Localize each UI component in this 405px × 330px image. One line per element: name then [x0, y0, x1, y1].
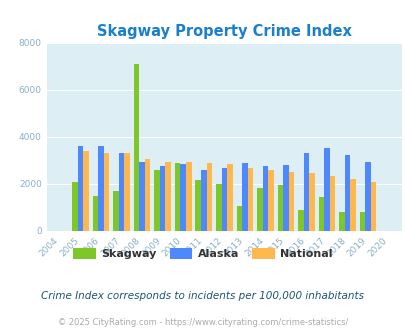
Text: © 2025 CityRating.com - https://www.cityrating.com/crime-statistics/: © 2025 CityRating.com - https://www.city…	[58, 318, 347, 327]
Bar	[318, 197, 324, 231]
Bar	[104, 153, 109, 231]
Bar	[309, 173, 314, 231]
Bar	[185, 162, 191, 231]
Bar	[262, 166, 267, 231]
Bar	[200, 170, 206, 231]
Bar	[180, 164, 185, 231]
Bar	[72, 182, 78, 231]
Bar	[124, 153, 130, 231]
Bar	[119, 153, 124, 231]
Bar	[303, 153, 309, 231]
Bar	[134, 64, 139, 231]
Bar	[195, 181, 200, 231]
Bar	[344, 154, 350, 231]
Bar	[370, 182, 375, 231]
Bar	[297, 210, 303, 231]
Bar	[154, 170, 160, 231]
Bar	[247, 168, 253, 231]
Bar	[226, 164, 232, 231]
Bar	[338, 212, 344, 231]
Bar	[364, 162, 370, 231]
Bar	[83, 151, 89, 231]
Title: Skagway Property Crime Index: Skagway Property Crime Index	[97, 24, 351, 39]
Bar	[165, 162, 171, 231]
Legend: Skagway, Alaska, National: Skagway, Alaska, National	[69, 244, 336, 263]
Bar	[160, 166, 165, 231]
Bar	[113, 191, 119, 231]
Bar	[221, 168, 226, 231]
Bar	[215, 184, 221, 231]
Bar	[93, 196, 98, 231]
Bar	[288, 172, 294, 231]
Bar	[241, 163, 247, 231]
Bar	[236, 206, 241, 231]
Bar	[98, 147, 104, 231]
Bar	[256, 187, 262, 231]
Bar	[78, 147, 83, 231]
Bar	[359, 212, 364, 231]
Bar	[324, 148, 329, 231]
Bar	[175, 163, 180, 231]
Bar	[139, 162, 145, 231]
Bar	[206, 163, 211, 231]
Bar	[350, 179, 355, 231]
Bar	[277, 185, 282, 231]
Text: Crime Index corresponds to incidents per 100,000 inhabitants: Crime Index corresponds to incidents per…	[41, 291, 364, 301]
Bar	[329, 176, 335, 231]
Bar	[145, 159, 150, 231]
Bar	[267, 170, 273, 231]
Bar	[282, 165, 288, 231]
